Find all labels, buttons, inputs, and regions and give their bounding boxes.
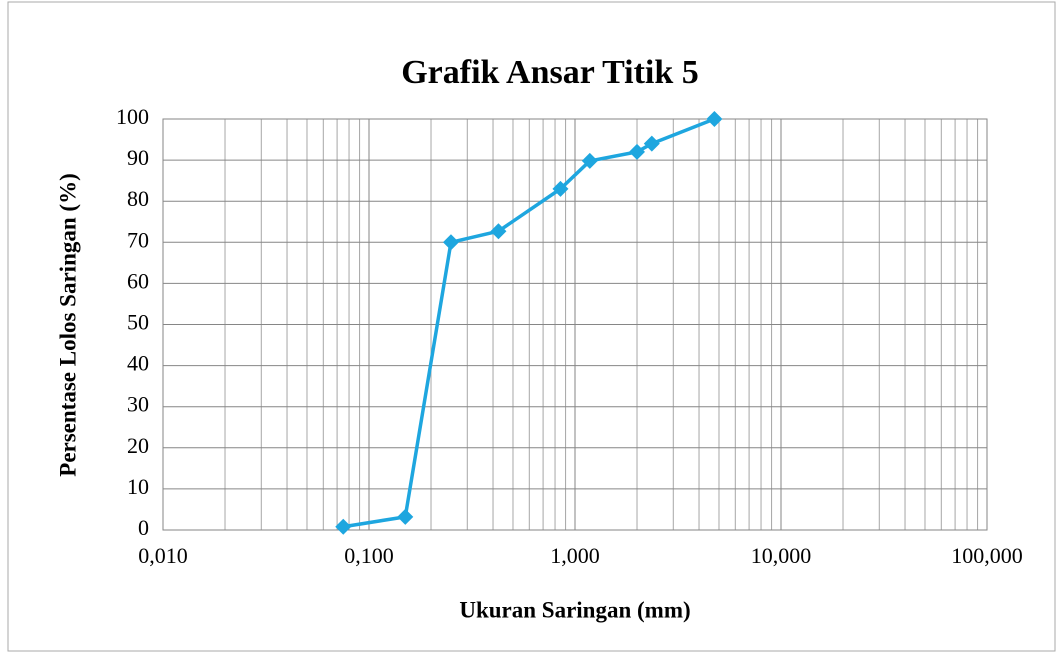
- y-tick-label: 60: [127, 268, 149, 293]
- x-axis-label: Ukuran Saringan (mm): [459, 597, 690, 622]
- chart-title: Grafik Ansar Titik 5: [401, 54, 699, 91]
- data-point: [335, 518, 352, 535]
- y-axis-label: Persentase Lolos Saringan (%): [55, 173, 80, 476]
- y-tick-label: 100: [116, 104, 149, 129]
- y-tick-label: 70: [127, 227, 149, 252]
- data-point: [643, 135, 660, 152]
- y-tick-label: 30: [127, 392, 149, 417]
- y-tick-label: 80: [127, 186, 149, 211]
- x-tick-label: 0,010: [138, 543, 188, 568]
- data-point: [706, 111, 723, 127]
- y-tick-label: 50: [127, 310, 149, 335]
- plot-border: [162, 118, 988, 531]
- chart-frame: [7, 1, 1056, 652]
- data-point: [490, 223, 507, 240]
- y-tick-label: 20: [127, 433, 149, 458]
- data-point: [629, 143, 646, 160]
- data-point: [442, 234, 459, 251]
- x-tick-label: 1,000: [550, 543, 600, 568]
- y-tick-label: 0: [138, 515, 149, 540]
- data-point: [397, 508, 414, 525]
- y-tick-label: 10: [127, 474, 149, 499]
- data-point: [552, 180, 569, 197]
- data-point: [581, 152, 598, 169]
- x-tick-label: 10,000: [751, 543, 812, 568]
- x-tick-label: 100,000: [951, 543, 1023, 568]
- x-tick-label: 0,100: [344, 543, 394, 568]
- y-tick-label: 90: [127, 145, 149, 170]
- y-tick-label: 40: [127, 351, 149, 376]
